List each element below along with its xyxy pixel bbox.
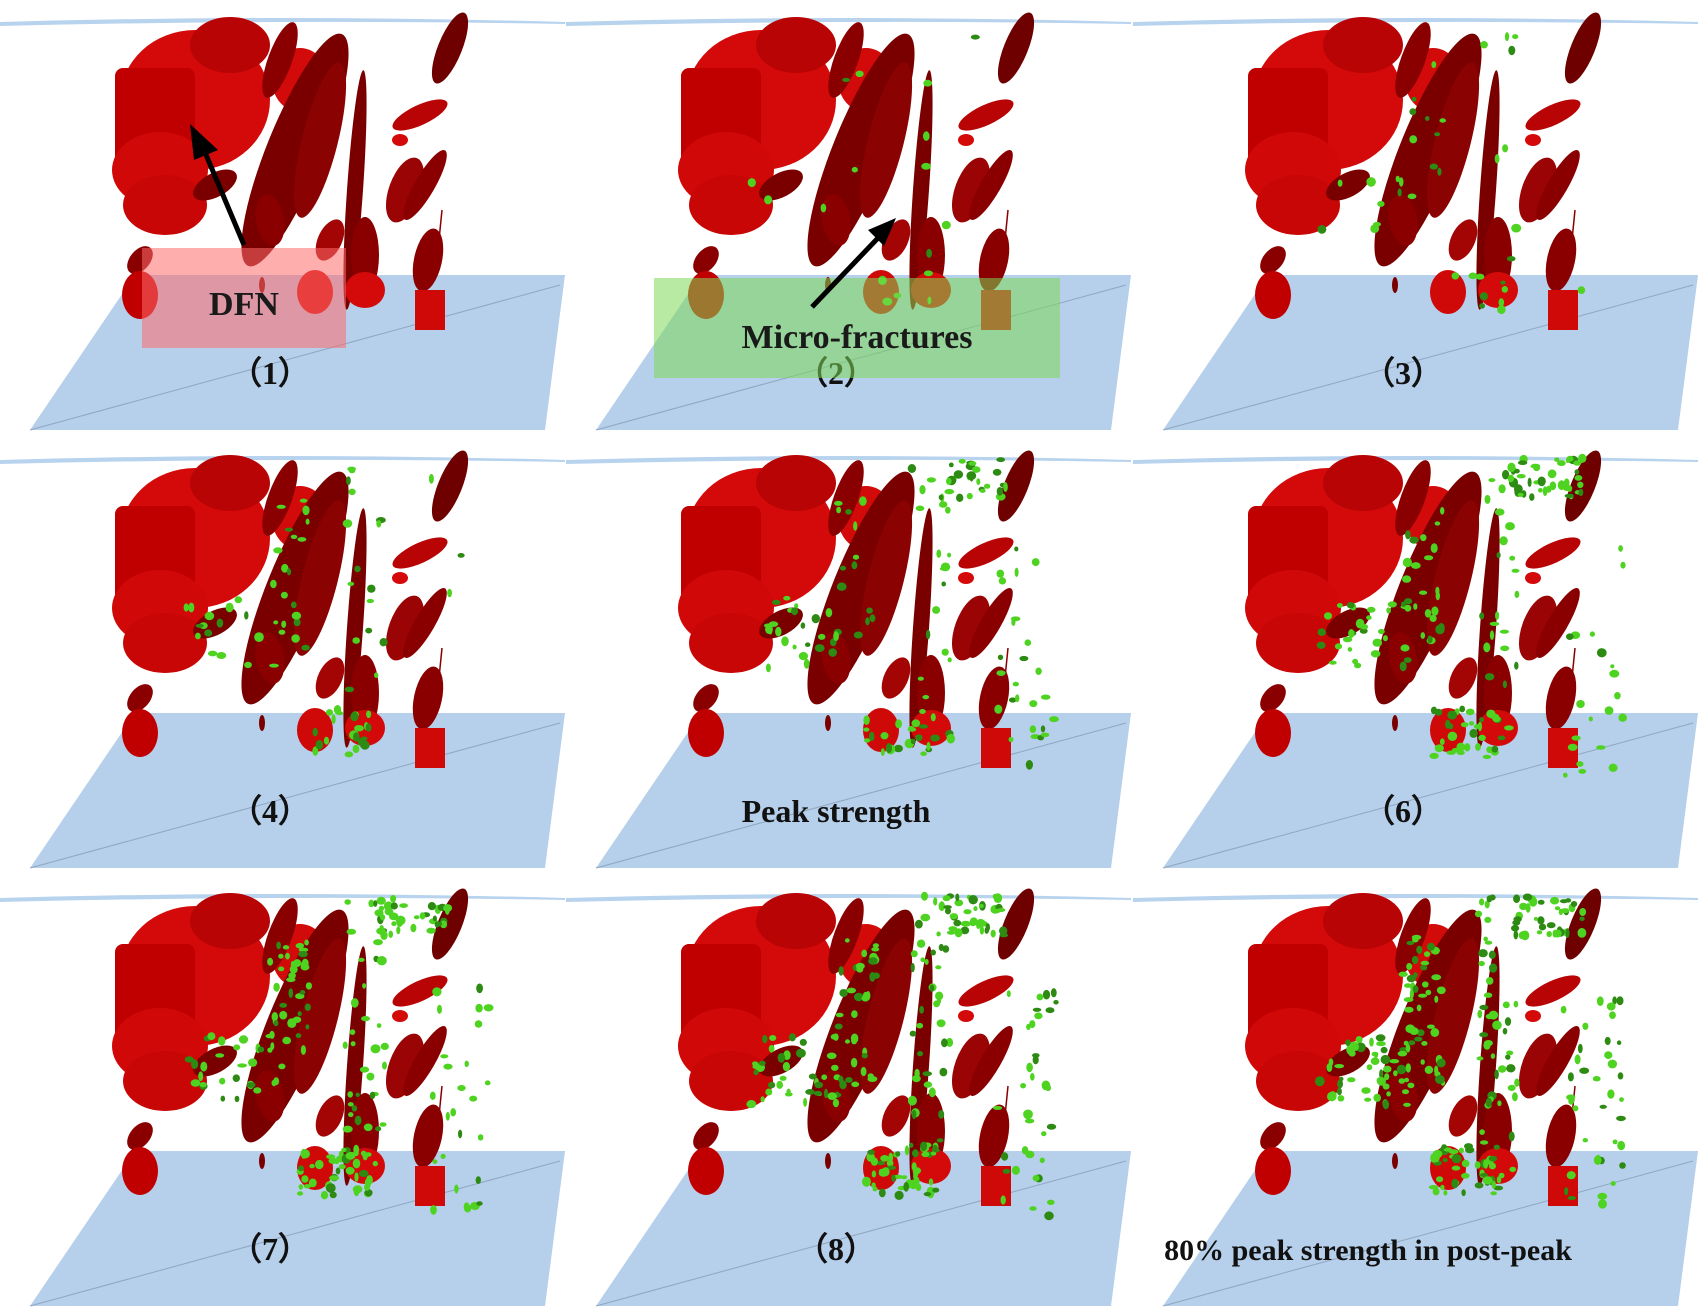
dfn-arrow-shaft: [201, 149, 247, 246]
panel-6: （6）: [1132, 445, 1699, 869]
panel-label: （6）: [1363, 793, 1443, 829]
panel-1: （1）: [0, 7, 566, 431]
micro-arrow-shaft: [810, 236, 880, 309]
micro-fracture-cluster: [1317, 32, 1586, 315]
panel-label: （8）: [796, 1231, 876, 1267]
panel-label: （7）: [230, 1231, 310, 1267]
micro-fracture-cluster: [764, 457, 1059, 770]
panel-9: 80% peak strength in post-peak: [1132, 883, 1699, 1307]
dfn-arrow-head: [190, 124, 218, 160]
micro-fracture-cluster: [184, 895, 494, 1215]
micro-fracture-cluster: [183, 466, 465, 758]
panel-7: （7）: [0, 883, 566, 1307]
panel-label: （1）: [230, 355, 310, 391]
panel-8: （8）: [565, 883, 1132, 1307]
micro-callout-box: [654, 278, 1060, 378]
panel-label: （3）: [1363, 355, 1443, 391]
dfn-callout-box: [142, 248, 346, 348]
panel-4: （4）: [0, 445, 566, 869]
micro-callout-label: Micro-fractures: [742, 319, 973, 356]
panel-label: Peak strength: [742, 793, 931, 829]
micro-fracture-cluster: [1314, 893, 1626, 1209]
micro-fracture-cluster: [747, 34, 980, 306]
panel-5: Peak strength: [565, 445, 1132, 869]
panel-label: 80% peak strength in post-peak: [1164, 1234, 1572, 1267]
dfn-callout-label: DFN: [209, 286, 279, 323]
micro-arrow-head: [868, 218, 896, 246]
panel-3: （3）: [1132, 7, 1699, 431]
panel-label: （4）: [230, 793, 310, 829]
micro-fracture-cluster: [746, 891, 1059, 1221]
micro-fracture-cluster: [1316, 453, 1627, 778]
